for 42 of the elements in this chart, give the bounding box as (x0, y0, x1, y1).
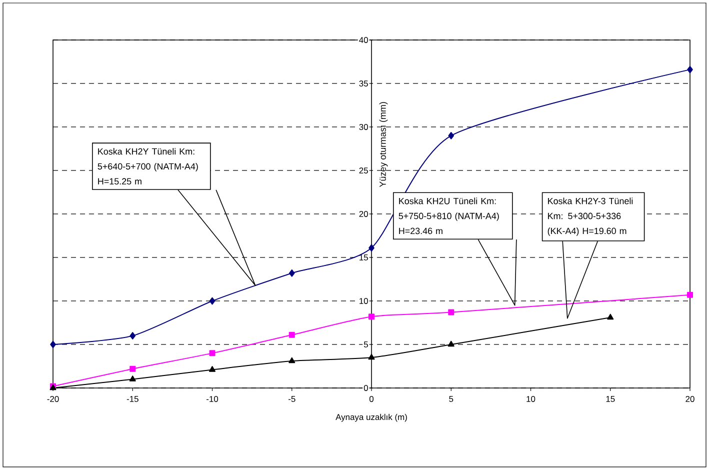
annotation: Koska KH2U Tüneli Km: 5+750-5+810 (NATM-A4) H=23.46 m (398, 198, 499, 234)
y-tick-label: 5 (364, 342, 368, 348)
annotation: Koska KH2Y-3 Tüneli Km: 5+300-5+336 (KK-A4) H=19.60 m (548, 198, 633, 236)
point (448, 132, 454, 140)
y-tick-label: 10 (360, 298, 368, 304)
point (130, 366, 136, 372)
y-tick-label: 15 (360, 254, 368, 260)
point (607, 314, 614, 320)
point (687, 66, 693, 74)
point (129, 376, 136, 382)
point (209, 350, 216, 356)
point (368, 354, 375, 360)
point (448, 340, 454, 347)
x-tick-label: -10 (206, 396, 218, 402)
point (208, 366, 216, 372)
point (209, 297, 216, 305)
y-tick-label: 20 (359, 210, 368, 217)
annotation: Koska KH2Y Tüneli Km: 5+640-5+700 (NATM-A4) H=15.25 m (98, 148, 198, 185)
x-tick-label: 20 (686, 396, 694, 402)
point (448, 309, 454, 316)
y-tick-label: 0 (364, 384, 368, 391)
x-tick-label: -15 (126, 396, 138, 402)
x-tick-label: 10 (526, 396, 536, 402)
y-tick-label: 40 (359, 36, 368, 43)
point (368, 314, 375, 320)
y-tick-label: 35 (359, 80, 368, 86)
y-tick-label: 30 (359, 124, 368, 130)
point (687, 292, 694, 298)
x-tick-label: -5 (288, 396, 296, 402)
point (288, 357, 296, 364)
point (130, 332, 136, 340)
point (368, 244, 374, 252)
point (288, 332, 295, 338)
y-tick-label: 25 (359, 167, 368, 174)
x-tick-label: 0 (369, 396, 374, 402)
y-axis-title: Yüzey oturması (mm) (379, 102, 388, 188)
x-axis-title: Aynaya uzaklık (m) (336, 414, 407, 422)
point (50, 340, 56, 348)
x-tick-label: 5 (449, 396, 454, 402)
x-tick-label: -20 (47, 396, 59, 402)
x-tick-label: 15 (606, 396, 615, 402)
point (288, 269, 295, 277)
